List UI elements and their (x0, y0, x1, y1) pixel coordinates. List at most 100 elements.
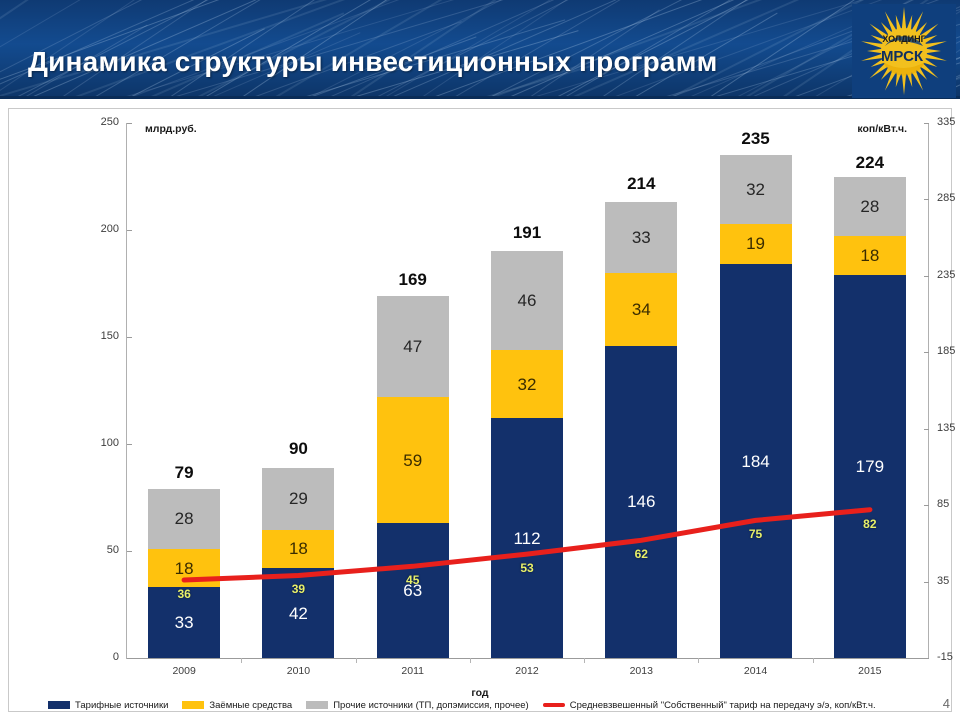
bar-segment-loan-value: 59 (403, 450, 423, 470)
bar-group[interactable]: 42 18 29 90 (262, 439, 335, 658)
bar-segment-other[interactable]: 28 (148, 488, 221, 549)
legend-item[interactable]: Прочие источники (ТП, допэмиссия, прочее… (306, 700, 529, 711)
bar-group[interactable]: 179 18 28 224 (833, 153, 906, 658)
bar-group[interactable]: 63 59 47 169 (376, 270, 449, 658)
bar-segment-other[interactable]: 32 (719, 155, 792, 224)
bar-segment-loan-value: 32 (517, 374, 537, 394)
slide-header: Динамика структуры инвестиционных програ… (0, 0, 960, 98)
bar-total-label: 79 (174, 462, 194, 482)
y-axis-right-tick-mark (924, 352, 929, 354)
bar-group[interactable]: 33 18 28 79 (148, 463, 221, 658)
x-axis-tick-mark (698, 658, 700, 663)
y-axis-right-tick-mark (924, 581, 929, 583)
page-title: Динамика структуры инвестиционных програ… (28, 46, 718, 77)
bar-segment-loan[interactable]: 18 (262, 529, 335, 569)
bar-segment-other-value: 32 (746, 179, 766, 199)
bar-segment-loan[interactable]: 59 (376, 396, 449, 524)
bar-segment-other[interactable]: 46 (491, 251, 563, 350)
plot-area: 33 18 28 79 36 42 18 29 90 39 63 59 47 169 45 112 32 46 19… (127, 123, 927, 658)
bar-segment-other[interactable]: 29 (262, 467, 335, 530)
bar-segment-tariff[interactable]: 33 (148, 587, 221, 658)
logo-mrsk-text: МРСК (881, 48, 924, 65)
legend-swatch (48, 701, 70, 709)
bar-segment-tariff[interactable]: 146 (605, 345, 678, 658)
bar-total-label: 169 (398, 270, 427, 290)
y-axis-right-tick-label: 35 (937, 574, 950, 587)
y-axis-left-tick-label: 50 (106, 544, 119, 556)
bar-segment-other[interactable]: 28 (833, 176, 906, 237)
bar-segment-tariff-value: 184 (741, 451, 770, 471)
legend-label: Средневзвешенный "Собственный" тариф на … (569, 699, 876, 711)
legend-item[interactable]: Тарифные источники (48, 700, 168, 711)
y-axis-right-tick-label: 135 (937, 421, 956, 434)
x-axis-tick-label: 2010 (286, 665, 311, 677)
x-axis-tick-mark (469, 658, 471, 663)
bar-segment-tariff[interactable]: 42 (262, 568, 335, 658)
bar-total-label: 90 (288, 439, 308, 459)
bar-segment-tariff-value: 42 (288, 603, 308, 623)
y-axis-right-tick-label: 335 (937, 116, 956, 128)
x-axis-title: год (471, 687, 489, 699)
bar-total-label: 214 (627, 174, 656, 194)
y-axis-right-tick-mark (924, 123, 929, 124)
bar-segment-other[interactable]: 33 (605, 202, 678, 273)
bar-segment-loan[interactable]: 18 (833, 236, 906, 275)
line-value-label: 75 (748, 527, 763, 542)
y-axis-right-tick-label: -15 (937, 651, 953, 663)
y-axis-left-tick-label: 150 (100, 330, 119, 342)
y-axis-left-tick-mark (127, 337, 132, 338)
bar-group[interactable]: 184 19 32 235 (719, 129, 792, 658)
bar-segment-other-value: 29 (288, 489, 308, 509)
y-axis-left-tick-label: 0 (112, 651, 119, 663)
bar-segment-loan-value: 34 (631, 299, 651, 319)
bar-segment-tariff-value: 179 (855, 456, 885, 476)
bar-segment-loan[interactable]: 19 (719, 223, 792, 265)
x-axis-tick-label: 2015 (858, 665, 882, 677)
y-axis-left-title: млрд.руб. (145, 123, 197, 135)
bar-segment-tariff[interactable]: 179 (833, 274, 906, 658)
bar-total-label: 235 (741, 129, 770, 149)
bar-segment-loan[interactable]: 32 (491, 349, 563, 419)
bar-segment-tariff-value: 33 (174, 613, 194, 633)
header-divider (0, 96, 960, 99)
bar-segment-loan-value: 18 (860, 246, 880, 266)
y-axis-left-tick-mark (127, 123, 132, 124)
bar-group[interactable]: 112 32 46 191 (491, 223, 563, 658)
bar-segment-other-value: 28 (860, 196, 880, 216)
bar-total-label: 224 (855, 152, 885, 172)
mrsk-holding-logo: ХОЛДИНГ МРСК (852, 4, 956, 98)
bar-segment-loan[interactable]: 18 (148, 548, 221, 588)
y-axis-right-tick-label: 185 (937, 345, 956, 358)
legend-item[interactable]: Заёмные средства (182, 700, 292, 711)
y-axis-left-tick-label: 100 (100, 437, 119, 449)
bar-segment-other-value: 28 (174, 509, 194, 529)
x-axis-line (127, 658, 929, 659)
legend-item[interactable]: Средневзвешенный "Собственный" тариф на … (542, 699, 876, 711)
bar-segment-other-value: 46 (517, 291, 537, 311)
bar-segment-tariff-value: 112 (513, 528, 541, 548)
legend-label: Прочие источники (ТП, допэмиссия, прочее… (333, 699, 529, 711)
line-value-label: 53 (520, 561, 534, 576)
y-axis-right-title: коп/кВт.ч. (857, 123, 907, 135)
slide-page-number: 4 (942, 696, 950, 711)
bar-segment-tariff[interactable]: 112 (491, 418, 563, 658)
bar-group[interactable]: 146 34 33 214 (605, 174, 678, 658)
y-axis-left-tick-label: 250 (100, 116, 119, 128)
y-axis-right-tick-label: 285 (937, 192, 956, 205)
x-axis-tick-label: 2012 (515, 665, 539, 677)
bar-segment-tariff[interactable]: 184 (719, 264, 792, 658)
y-axis-right-tick-mark (924, 658, 929, 659)
x-axis-tick-label: 2011 (401, 665, 424, 677)
line-value-label: 45 (406, 573, 420, 588)
bar-segment-other[interactable]: 47 (376, 296, 449, 397)
bar-segment-other-value: 33 (631, 228, 651, 247)
bar-segment-tariff[interactable]: 63 (376, 523, 449, 658)
bar-segment-loan[interactable]: 34 (605, 272, 678, 346)
bar-segment-loan-value: 18 (288, 539, 308, 559)
y-axis-left-line (126, 123, 127, 659)
logo-holding-text: ХОЛДИНГ (882, 34, 925, 44)
chart-container: млрд.руб. коп/кВт.ч. год 0 50 100 150 200 250… (8, 108, 956, 712)
legend-swatch (542, 703, 565, 707)
x-axis-tick-mark (584, 658, 586, 663)
